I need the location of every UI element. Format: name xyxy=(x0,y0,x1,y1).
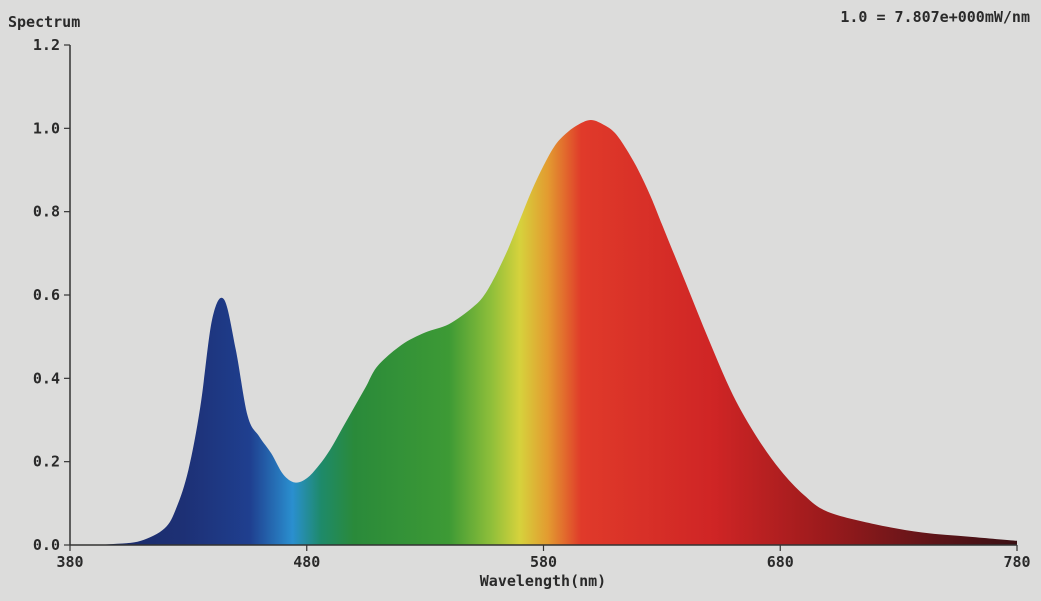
x-tick-labels: 380 480 580 680 780 xyxy=(56,545,1031,571)
scale-note: 1.0 = 7.807e+000mW/nm xyxy=(840,8,1030,26)
x-tick-label: 580 xyxy=(530,553,557,571)
spectrum-area xyxy=(70,120,1017,545)
y-tick-label: 0.2 xyxy=(33,453,60,471)
y-tick-label: 1.2 xyxy=(33,36,60,54)
y-tick-labels: 0.0 0.2 0.4 0.6 0.8 1.0 1.2 xyxy=(33,36,70,554)
x-tick-label: 680 xyxy=(767,553,794,571)
y-tick-label: 0.0 xyxy=(33,536,60,554)
y-tick-label: 0.8 xyxy=(33,203,60,221)
x-tick-label: 380 xyxy=(56,553,83,571)
y-tick-label: 0.4 xyxy=(33,369,60,387)
y-tick-label: 1.0 xyxy=(33,119,60,137)
x-tick-label: 480 xyxy=(293,553,320,571)
y-tick-label: 0.6 xyxy=(33,286,60,304)
x-axis-title: Wavelength(nm) xyxy=(480,572,606,590)
spectrum-area-layer xyxy=(70,120,1017,545)
y-axis-title: Spectrum xyxy=(8,13,80,31)
x-tick-label: 780 xyxy=(1003,553,1030,571)
